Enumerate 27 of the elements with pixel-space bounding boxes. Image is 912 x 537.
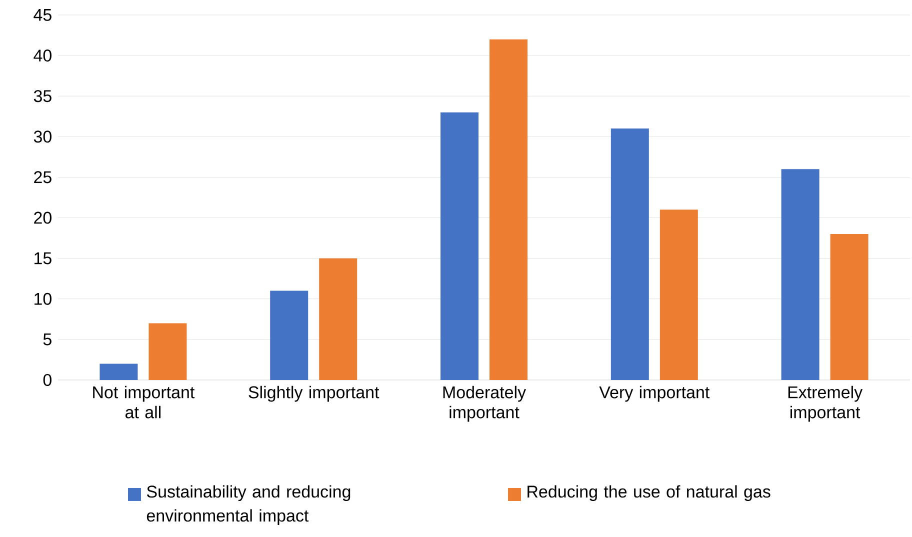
y-tick-label: 35 xyxy=(34,90,52,102)
x-tick-label: Extremely important xyxy=(788,386,863,422)
x-tick-label: Slightly important xyxy=(248,386,380,402)
legend-label: Reducing the use of natural gas xyxy=(528,485,770,502)
legend-label: Sustainability and reducing environmental impact xyxy=(146,485,350,526)
bar xyxy=(100,364,138,380)
y-tick-label: 45 xyxy=(34,9,52,21)
y-tick-label: 15 xyxy=(34,252,52,264)
bar xyxy=(660,210,698,380)
bar xyxy=(148,323,187,380)
y-tick-label: 25 xyxy=(34,171,52,184)
y-tick-label: 10 xyxy=(34,292,52,305)
y-tick-label: 30 xyxy=(34,130,52,143)
bar xyxy=(319,258,358,380)
bar xyxy=(830,234,868,380)
y-tick-label: 20 xyxy=(34,212,52,224)
x-tick-label: Moderately important xyxy=(443,386,526,422)
x-tick-label: Not important at all xyxy=(93,386,195,418)
y-tick-label: 5 xyxy=(43,333,52,346)
bar xyxy=(440,112,479,380)
x-tick-label: Very important xyxy=(599,386,710,402)
y-tick-label: 40 xyxy=(34,50,52,62)
bar xyxy=(270,290,308,380)
bar xyxy=(490,39,528,380)
bar xyxy=(610,128,649,380)
bar xyxy=(781,169,820,380)
y-tick-label: 0 xyxy=(43,374,52,386)
